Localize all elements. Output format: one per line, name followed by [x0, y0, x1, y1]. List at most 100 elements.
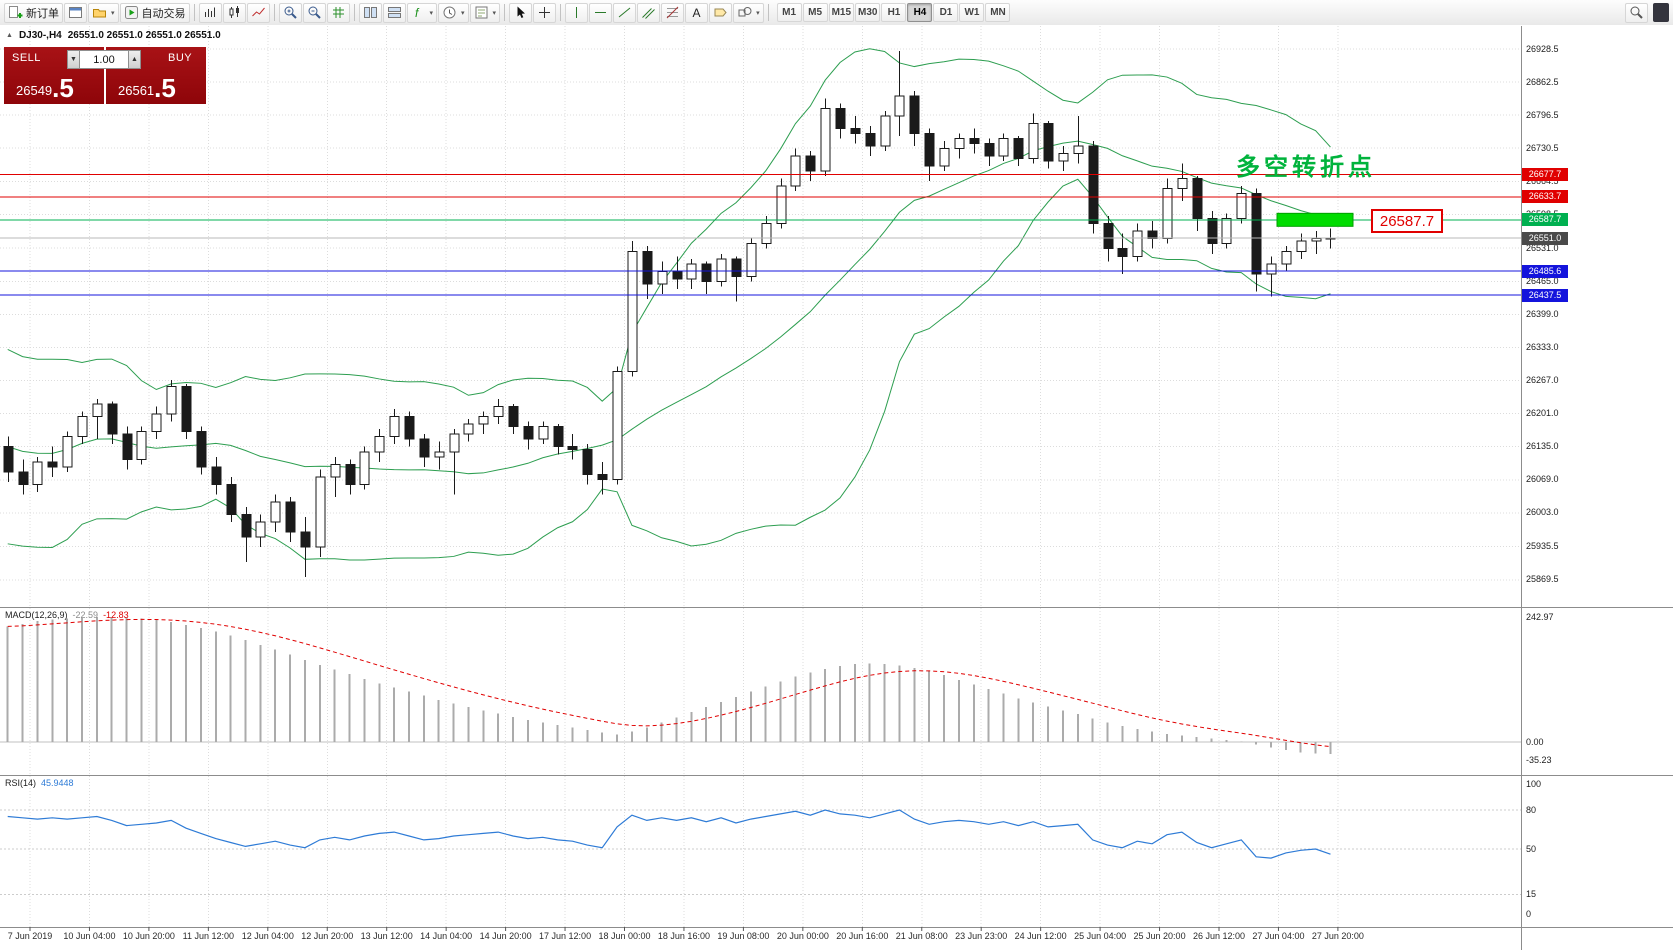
timeframe-h4-button[interactable]: H4 — [907, 3, 933, 22]
candle-down — [567, 446, 578, 450]
time-axis-label: 19 Jun 08:00 — [717, 931, 770, 941]
highlight-bar[interactable] — [1276, 212, 1354, 227]
templates-button[interactable]: ▾ — [469, 2, 501, 23]
candle-down — [1117, 248, 1128, 257]
profiles-button[interactable]: ▾ — [88, 2, 119, 23]
grid-button[interactable] — [326, 2, 350, 23]
timeframe-w1-button[interactable]: W1 — [959, 3, 985, 22]
trendline-icon — [618, 7, 631, 18]
crosshair-icon — [539, 7, 551, 18]
time-axis-label: 13 Jun 12:00 — [360, 931, 413, 941]
toolbar-corner-button[interactable] — [1653, 3, 1669, 22]
oneclick-collapse-icon[interactable]: ▲ — [6, 32, 13, 39]
rsi-header: RSI(14) 45.9448 — [5, 778, 74, 788]
price-level-badge: 26437.5 — [1522, 288, 1568, 302]
macd-signal-line — [7, 618, 1331, 748]
channel-icon — [642, 8, 655, 19]
candle-up — [1162, 188, 1173, 240]
price-axis-label: 25869.5 — [1526, 574, 1559, 585]
candle-up — [776, 185, 787, 225]
shapes-tool-button[interactable]: ▾ — [733, 2, 764, 23]
candle-up — [820, 107, 831, 172]
volume-up-button[interactable]: ▲ — [128, 50, 141, 69]
timeframe-h1-button[interactable]: H1 — [881, 3, 907, 22]
vertical-line-tool-button[interactable] — [565, 2, 589, 23]
volume-down-button[interactable]: ▼ — [67, 50, 80, 69]
zoom-in-icon — [284, 6, 297, 19]
candle-down — [1251, 193, 1262, 275]
candle-up — [761, 223, 772, 245]
tile-windows-button[interactable] — [358, 2, 382, 23]
buy-button[interactable]: BUY 26561.5 — [106, 47, 206, 104]
candle-chart-button[interactable] — [222, 2, 246, 23]
price-axis-label: 26796.5 — [1526, 109, 1559, 120]
zoom-out-button[interactable] — [302, 2, 326, 23]
time-axis-label: 12 Jun 20:00 — [301, 931, 354, 941]
timeframe-m5-button[interactable]: M5 — [802, 3, 828, 22]
candle-up — [790, 155, 801, 187]
candle-up — [612, 371, 623, 480]
search-button[interactable] — [1625, 2, 1648, 23]
time-axis-label: 7 Jun 2019 — [7, 931, 53, 941]
timeframe-m30-button[interactable]: M30 — [855, 3, 881, 22]
timeframe-m15-button[interactable]: M15 — [828, 3, 855, 22]
buy-label: BUY — [168, 52, 193, 64]
channel-tool-button[interactable] — [637, 2, 661, 23]
cursor-button[interactable] — [509, 2, 533, 23]
rsi-scale-label: 100 — [1526, 778, 1542, 789]
price-axis-label: 26069.0 — [1526, 474, 1559, 485]
candle-down — [835, 107, 846, 129]
toolbar-separator — [560, 4, 562, 21]
rsi-scale-label: 0 — [1526, 908, 1532, 919]
candle-up — [77, 416, 88, 438]
time-axis-label: 14 Jun 20:00 — [479, 931, 532, 941]
candle-down — [553, 426, 564, 448]
candle-up — [1073, 145, 1084, 155]
timeframe-mn-button[interactable]: MN — [985, 3, 1011, 22]
cascade-windows-button[interactable] — [382, 2, 406, 23]
indicators-button[interactable]: f ▾ — [406, 2, 438, 23]
bar-chart-button[interactable] — [198, 2, 222, 23]
candle-up — [1311, 238, 1322, 242]
candle-down — [226, 483, 237, 515]
crosshair-button[interactable] — [533, 2, 557, 23]
tile-windows-icon — [363, 7, 377, 18]
shapes-icon — [738, 7, 752, 17]
price-callout-label[interactable]: 26587.7 — [1371, 209, 1443, 233]
text-tool-button[interactable]: A — [685, 2, 709, 23]
new-order-icon — [9, 6, 23, 18]
fibonacci-icon — [666, 6, 679, 19]
label-tool-button[interactable] — [709, 2, 733, 23]
candle-down — [701, 263, 712, 282]
trendline-tool-button[interactable] — [613, 2, 637, 23]
candle-down — [731, 258, 742, 277]
periods-button[interactable]: ▾ — [438, 2, 469, 23]
time-axis-label: 18 Jun 16:00 — [657, 931, 710, 941]
toolbar-separator — [353, 4, 355, 21]
timeframe-m1-button[interactable]: M1 — [776, 3, 802, 22]
volume-input[interactable]: 1.00 — [80, 50, 128, 69]
candle-up — [166, 386, 177, 415]
line-chart-button[interactable] — [246, 2, 270, 23]
timeframe-d1-button[interactable]: D1 — [933, 3, 959, 22]
zoom-in-button[interactable] — [278, 2, 302, 23]
fibonacci-tool-button[interactable] — [661, 2, 685, 23]
candle-down — [47, 461, 58, 468]
shapes-caret-icon: ▾ — [756, 9, 760, 17]
chart-annotation-text[interactable]: 多空转折点 — [1236, 154, 1376, 181]
search-icon — [1630, 6, 1643, 19]
templates-caret-icon: ▾ — [492, 9, 497, 17]
bar-chart-icon — [204, 7, 215, 17]
auto-trading-button[interactable]: 自动交易 — [119, 2, 190, 23]
new-order-button[interactable]: 新订单 — [4, 2, 63, 23]
price-axis-label: 26531.0 — [1526, 242, 1559, 253]
chart-window-button[interactable] — [64, 2, 87, 23]
label-icon — [714, 8, 727, 17]
rsi-scale-label: 50 — [1526, 843, 1537, 854]
candle-down — [241, 513, 252, 538]
horizontal-line-tool-button[interactable] — [589, 2, 613, 23]
symbol-label: DJ30-,H4 — [18, 30, 62, 41]
bollinger-upper-band — [7, 48, 1331, 402]
macd-scale-label: -35.23 — [1526, 754, 1552, 765]
